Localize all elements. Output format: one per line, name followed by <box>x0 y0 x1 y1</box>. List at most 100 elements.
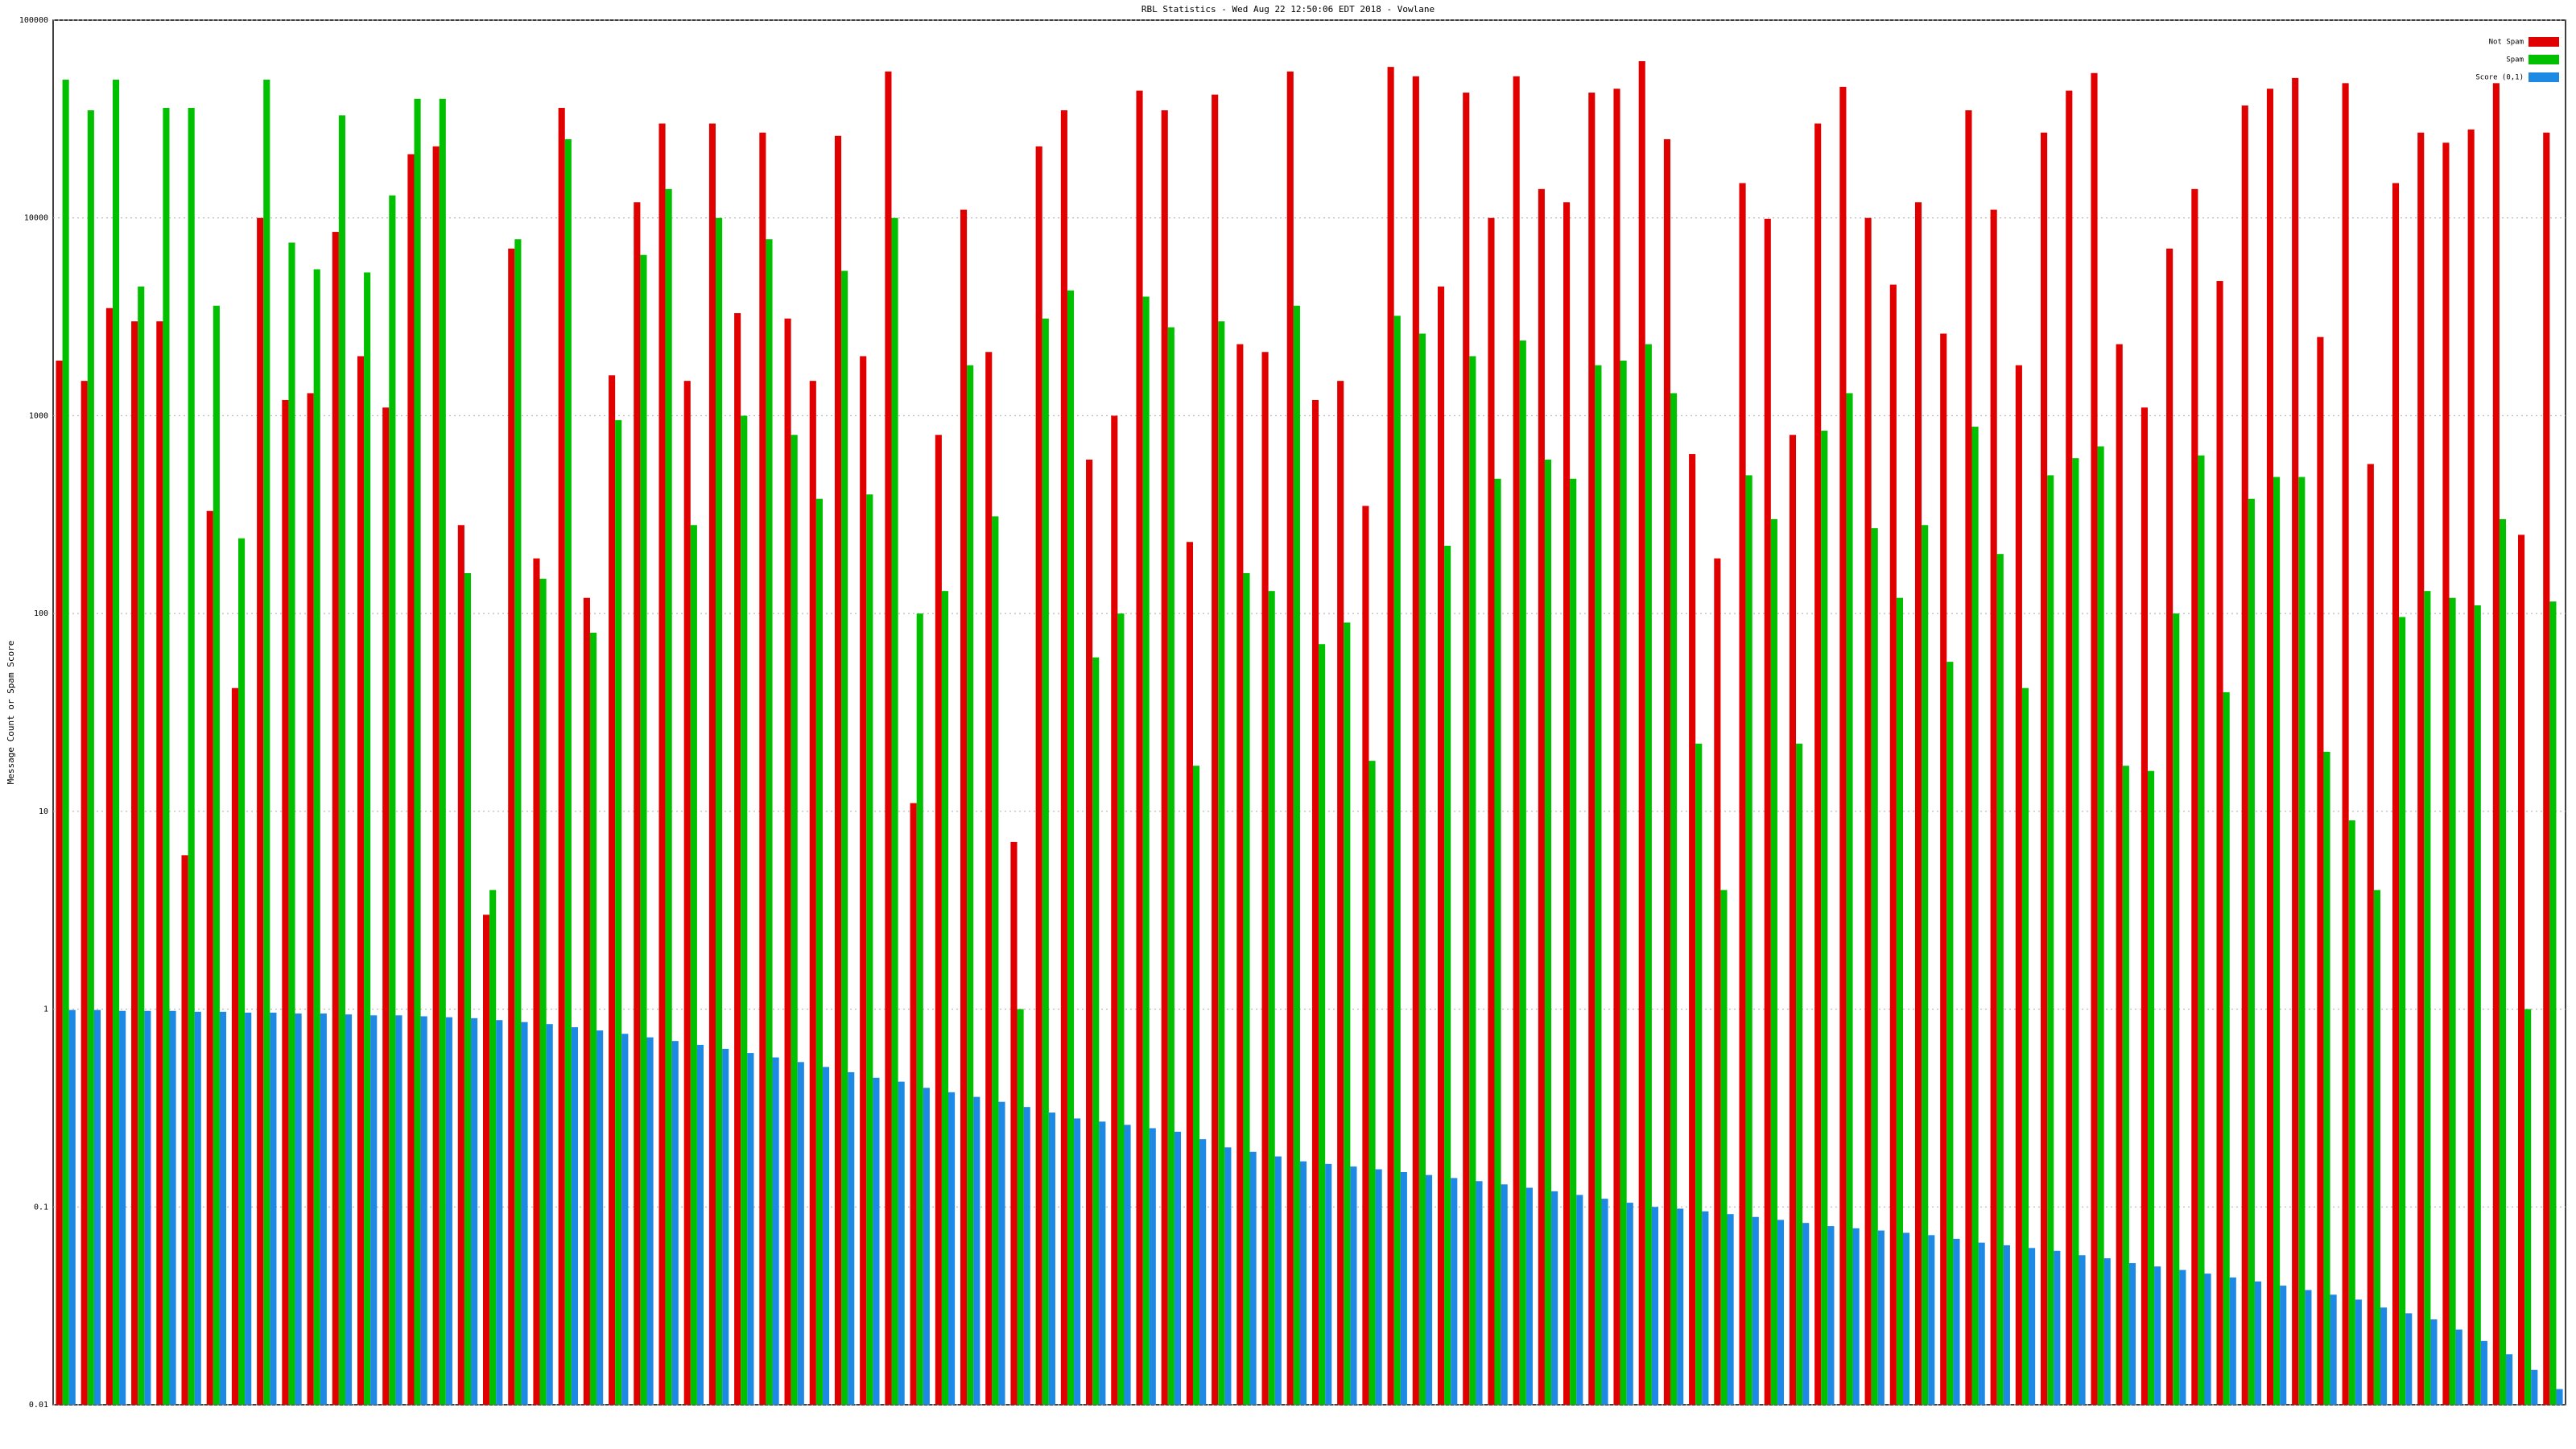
bar <box>1914 202 1922 1406</box>
bar <box>1871 528 1878 1405</box>
bar <box>683 381 691 1406</box>
bar <box>665 188 672 1405</box>
bar <box>1017 1009 1024 1405</box>
bar <box>973 1096 980 1405</box>
bar <box>1469 356 1476 1406</box>
bar <box>169 1010 176 1405</box>
bar <box>1695 743 1703 1405</box>
bar <box>1224 1147 1232 1405</box>
y-tick-label: 0.1 <box>34 1203 48 1212</box>
bar <box>615 419 622 1405</box>
bar <box>420 1016 427 1405</box>
bar <box>2280 1286 2287 1405</box>
bar <box>219 1011 227 1405</box>
bar <box>809 381 816 1406</box>
bar <box>62 79 69 1405</box>
bar <box>1990 209 1997 1406</box>
bar <box>338 115 345 1406</box>
bar <box>1067 290 1075 1405</box>
bar <box>270 1012 277 1405</box>
bar <box>144 1010 151 1405</box>
bar <box>1689 454 1696 1405</box>
bar <box>1764 218 1771 1406</box>
bar <box>206 510 213 1405</box>
bar <box>2518 535 2525 1406</box>
bar <box>2355 1299 2362 1405</box>
bar <box>533 558 540 1405</box>
bar <box>2041 132 2048 1405</box>
bar <box>866 494 873 1405</box>
bar <box>2241 105 2248 1405</box>
bar <box>1896 597 1903 1405</box>
bar <box>2140 407 2148 1405</box>
bar <box>2166 248 2174 1406</box>
bar <box>967 365 974 1405</box>
bar <box>1212 94 1219 1406</box>
bar <box>546 1024 553 1405</box>
bar <box>1727 1214 1734 1405</box>
bar <box>1946 662 1954 1405</box>
bar <box>514 239 522 1406</box>
bar <box>1117 613 1125 1405</box>
bar <box>181 855 188 1405</box>
bar <box>1400 1172 1407 1405</box>
bar <box>1268 591 1275 1405</box>
bar <box>457 525 464 1405</box>
bar <box>1418 333 1426 1406</box>
bar <box>860 356 867 1406</box>
bar <box>1060 110 1067 1405</box>
bar <box>2122 766 2129 1405</box>
bar <box>320 1013 327 1405</box>
bar <box>1393 316 1401 1405</box>
bar <box>2298 477 2306 1406</box>
bar <box>1042 318 1049 1405</box>
bar <box>609 375 616 1405</box>
bar <box>131 321 138 1405</box>
bar <box>898 1081 905 1405</box>
bar <box>1437 286 1445 1405</box>
bar <box>1651 1207 1659 1405</box>
bar <box>2015 365 2022 1405</box>
bar <box>571 1027 578 1405</box>
bar <box>1538 188 1545 1405</box>
bar <box>1218 321 1225 1405</box>
bar <box>307 393 314 1406</box>
bar <box>1638 61 1645 1405</box>
bar <box>2072 458 2079 1406</box>
bar <box>156 321 163 1405</box>
bar <box>2204 1274 2211 1405</box>
bar <box>2079 1255 2086 1405</box>
bar <box>671 1041 679 1405</box>
bar <box>1827 1226 1835 1405</box>
bar <box>489 890 497 1405</box>
bar <box>2342 83 2349 1405</box>
bar <box>2492 83 2500 1405</box>
bar <box>848 1071 855 1405</box>
bar <box>1588 93 1596 1406</box>
bar <box>1953 1238 1960 1405</box>
bar <box>1720 890 1728 1405</box>
bar <box>231 687 239 1405</box>
bar <box>2442 142 2450 1405</box>
bar <box>2348 820 2355 1405</box>
y-axis-label: Message Count or Spam Score <box>6 641 16 785</box>
bar <box>1199 1139 1207 1405</box>
bar <box>2330 1294 2337 1405</box>
bar <box>464 572 472 1405</box>
y-tick-label: 1000 <box>29 411 48 420</box>
bar <box>407 154 415 1405</box>
bar <box>916 613 923 1405</box>
bar <box>1852 1228 1860 1405</box>
bar <box>1274 1156 1282 1405</box>
y-tick-label: 1 <box>43 1005 48 1014</box>
bar <box>1996 554 2004 1405</box>
bar <box>1839 86 1847 1405</box>
bar <box>1451 1178 1458 1405</box>
bar <box>1286 71 1294 1405</box>
bar <box>2467 129 2475 1405</box>
bar <box>2021 687 2029 1405</box>
bar <box>2047 475 2054 1405</box>
bar <box>539 578 547 1405</box>
bar <box>2173 613 2180 1405</box>
bar <box>2091 72 2098 1406</box>
